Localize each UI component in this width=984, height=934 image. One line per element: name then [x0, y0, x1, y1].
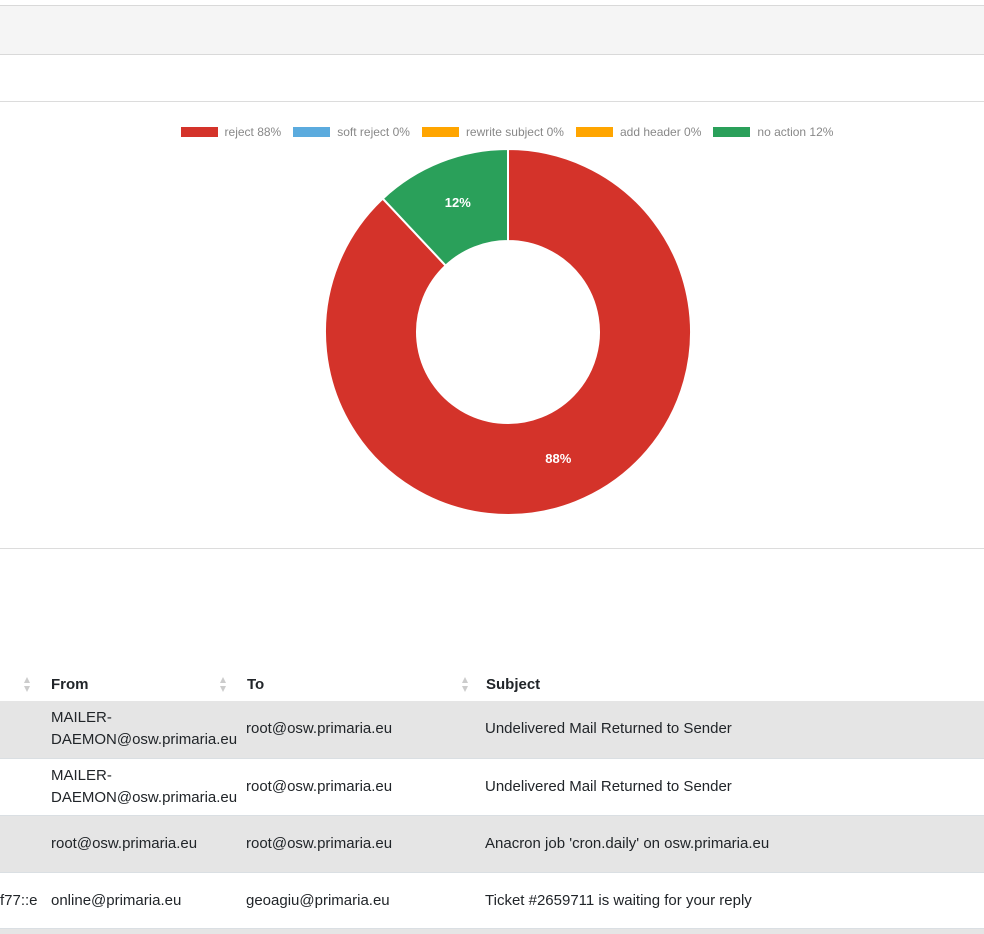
svg-text:88%: 88% [545, 451, 571, 466]
svg-text:12%: 12% [445, 195, 471, 210]
